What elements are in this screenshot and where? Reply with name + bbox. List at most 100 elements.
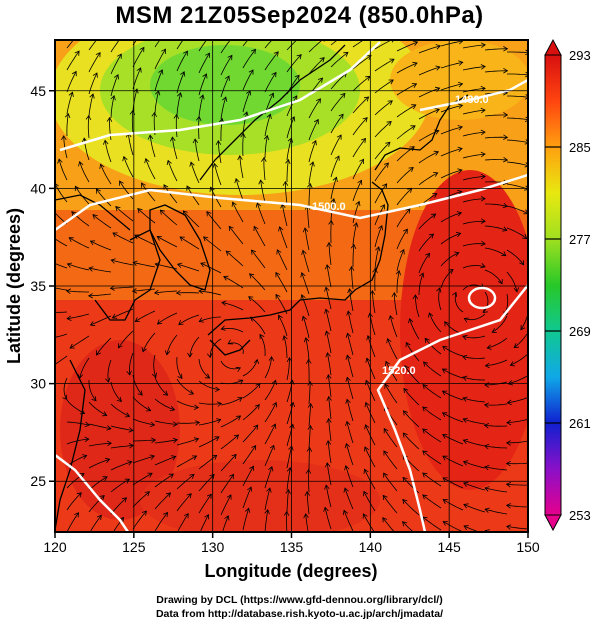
streamline-arrow (355, 200, 361, 207)
streamline-arrow (169, 406, 176, 412)
streamline-arrow (74, 512, 80, 518)
streamline-arrow (520, 324, 526, 331)
streamline-arrow (142, 27, 146, 32)
streamline-arrow (285, 158, 291, 165)
streamline-arrow (117, 53, 122, 59)
streamline-arrow (435, 65, 441, 71)
streamline-arrow (457, 125, 463, 131)
streamline (352, 180, 362, 202)
streamline-arrow (193, 404, 200, 410)
streamline-arrow (502, 226, 508, 232)
streamline-arrow (198, 317, 204, 323)
streamline (154, 398, 175, 411)
streamline-arrow (323, 506, 329, 512)
streamline (418, 272, 424, 296)
streamline-arrow (340, 92, 346, 99)
streamline-arrow (189, 473, 195, 479)
streamline-arrow (214, 436, 220, 442)
streamline-arrow (441, 390, 448, 396)
streamline (308, 447, 310, 470)
streamline (308, 57, 325, 75)
streamline-arrow (46, 259, 51, 263)
streamline (308, 40, 323, 53)
streamline-arrow (300, 294, 306, 300)
streamline (363, 491, 376, 512)
streamline (286, 467, 291, 491)
streamline (220, 415, 241, 428)
streamline-arrow (159, 209, 165, 215)
streamline (68, 237, 90, 249)
streamline-arrow (306, 446, 313, 452)
streamline-arrow (326, 374, 332, 380)
streamline-arrow (176, 262, 183, 268)
streamline-arrow (442, 434, 448, 439)
streamline-arrow (164, 350, 171, 356)
streamline-arrow (427, 312, 434, 318)
streamline (182, 210, 200, 228)
streamline (308, 98, 321, 119)
streamline (351, 266, 354, 290)
streamline-arrow (171, 455, 177, 461)
streamline-arrow (91, 396, 97, 402)
streamline-arrow (276, 249, 282, 255)
streamline-arrow (325, 440, 332, 446)
streamline-arrow (124, 412, 131, 418)
streamline-arrow (196, 115, 202, 122)
streamline-arrow (480, 64, 486, 70)
streamline-arrow (255, 202, 261, 208)
streamline (507, 73, 528, 76)
streamline-arrow (422, 406, 428, 412)
streamline-arrow (215, 140, 222, 145)
streamline-arrow (191, 455, 198, 461)
streamline (67, 263, 90, 271)
streamline (326, 264, 332, 288)
streamline (506, 249, 525, 265)
streamline (145, 158, 156, 180)
streamline (199, 316, 222, 322)
streamline (132, 472, 153, 486)
streamline (484, 114, 508, 117)
streamline (440, 40, 463, 47)
streamline (242, 69, 254, 91)
streamline (374, 183, 388, 204)
streamline (153, 354, 157, 378)
streamline-arrow (89, 93, 95, 99)
streamline (529, 265, 538, 285)
streamline (149, 135, 156, 158)
streamline (387, 338, 398, 360)
streamline-arrow (253, 424, 259, 430)
streamline-arrow (432, 193, 438, 198)
streamline (232, 202, 244, 223)
streamline (308, 359, 310, 383)
streamline (286, 489, 289, 513)
streamline-arrow (483, 402, 490, 408)
streamline-arrow (454, 251, 460, 257)
streamline-arrow (525, 49, 528, 56)
streamline (374, 100, 393, 116)
streamline (396, 125, 416, 140)
streamline (462, 131, 486, 137)
streamline-arrow (276, 32, 281, 37)
streamline-arrow (300, 272, 306, 278)
streamline-arrow (442, 345, 448, 351)
streamline-arrow (298, 34, 303, 39)
streamline (374, 142, 391, 160)
streamline-arrow (382, 517, 388, 523)
streamline-arrow (172, 421, 178, 427)
streamline-arrow (65, 288, 72, 295)
streamline-arrow (120, 34, 124, 39)
streamline-arrow (363, 468, 369, 474)
streamline (88, 495, 105, 513)
streamline (66, 92, 73, 115)
streamline-arrow (366, 55, 372, 60)
streamline-arrow (249, 465, 255, 471)
streamline-arrow (422, 428, 428, 434)
streamline-arrow (177, 373, 183, 380)
streamline (220, 96, 227, 120)
streamline (301, 272, 310, 295)
streamline-arrow (345, 398, 351, 404)
streamline (55, 333, 68, 338)
streamline (443, 521, 464, 532)
streamline (88, 93, 94, 117)
streamline (506, 227, 527, 239)
